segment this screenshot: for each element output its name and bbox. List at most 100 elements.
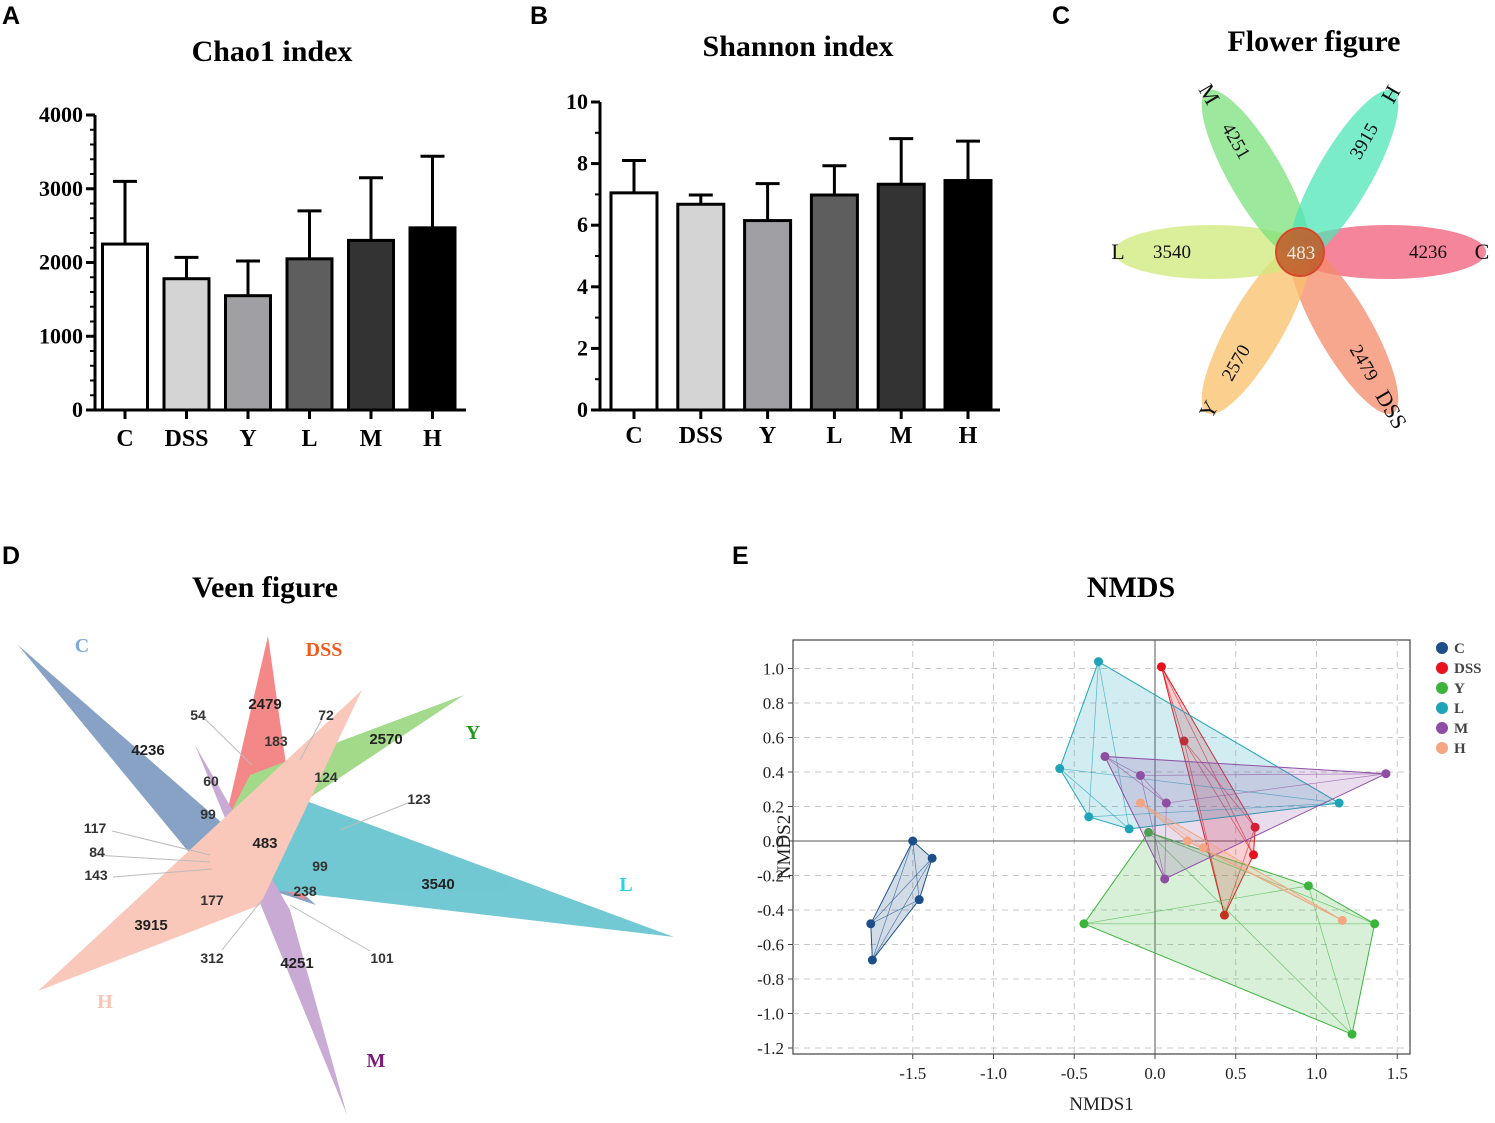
nmds-point-c xyxy=(927,853,937,863)
venn-intersection-count: 117 xyxy=(84,820,107,836)
x-tick-label: -0.5 xyxy=(1061,1064,1088,1083)
nmds-link xyxy=(1104,756,1167,804)
nmds-link xyxy=(1088,816,1130,830)
legend-marker-m xyxy=(1436,722,1448,734)
venn-set-h-shape xyxy=(38,690,362,991)
y-tick-label: 3000 xyxy=(39,176,83,201)
legend-marker-h xyxy=(1436,742,1448,754)
nmds-link xyxy=(1083,832,1149,925)
venn-name-m: M xyxy=(367,1050,386,1072)
venn-intersection-count: 238 xyxy=(293,883,317,899)
nmds-point-c xyxy=(914,895,924,905)
bar-c xyxy=(609,191,659,412)
y-tick-label: 0.8 xyxy=(763,694,784,713)
nmds-point-c xyxy=(867,955,877,965)
flower-petal-shape xyxy=(1289,242,1399,415)
venn-unique-c: 4236 xyxy=(131,742,164,759)
venn-intersection-count: 143 xyxy=(84,867,108,883)
venn-intersection-count: 101 xyxy=(370,950,394,966)
venn-unique-m: 4251 xyxy=(280,955,313,972)
bar-l xyxy=(285,257,334,412)
nmds-link xyxy=(1161,666,1256,828)
x-tick-label: 1.5 xyxy=(1387,1064,1408,1083)
venn-intersection-count: 99 xyxy=(312,858,328,874)
flower-title: Flower figure xyxy=(1227,25,1400,58)
nmds-link xyxy=(1161,666,1185,742)
nmds-link xyxy=(1164,803,1167,879)
nmds-point-y xyxy=(1144,827,1154,837)
nmds-link xyxy=(1166,773,1386,804)
nmds-link xyxy=(1140,802,1188,842)
nmds-link xyxy=(1104,756,1141,776)
venn-unique-dss: 2479 xyxy=(248,696,281,713)
nmds-point-m xyxy=(1135,770,1145,780)
category-label: L xyxy=(826,423,842,449)
nmds-link xyxy=(1203,847,1343,921)
y-tick-label: -1.0 xyxy=(757,1005,784,1024)
venn-name-dss: DSS xyxy=(306,639,343,661)
legend-label: H xyxy=(1454,741,1466,757)
venn-intersection-count: 177 xyxy=(200,892,224,908)
nmds-link xyxy=(1183,740,1225,916)
nmds-link xyxy=(1148,832,1353,1035)
nmds-link xyxy=(1183,740,1256,828)
x-axis-label: NMDS1 xyxy=(1069,1094,1133,1115)
nmds-point-l xyxy=(1124,824,1134,834)
nmds-plot-frame xyxy=(792,639,1411,1055)
nmds-plot-area xyxy=(866,657,1391,1039)
nmds-point-y xyxy=(1370,919,1380,929)
nmds-point-m xyxy=(1381,769,1391,779)
bar-h xyxy=(408,226,457,412)
nmds-title: NMDS xyxy=(1087,571,1175,604)
bar-dss xyxy=(162,277,211,412)
nmds-link xyxy=(1098,661,1130,829)
shannon-title: Shannon index xyxy=(703,30,894,63)
nmds-point-m xyxy=(1160,874,1170,884)
nmds-point-h xyxy=(1135,798,1145,808)
nmds-link xyxy=(872,858,933,961)
x-tick-label: 0.5 xyxy=(1225,1064,1246,1083)
bar-dss xyxy=(676,202,726,412)
y-tick-label: 10 xyxy=(566,89,588,114)
nmds-link xyxy=(1161,666,1254,855)
nmds-link xyxy=(912,840,920,900)
venn-diagram: C DSS Y L M H 4236 2479 2570 3540 4251 3… xyxy=(18,635,674,1115)
y-tick-label: 0.2 xyxy=(763,798,784,817)
x-tick-label: -1.5 xyxy=(899,1064,926,1083)
venn-intersection-count: 183 xyxy=(264,733,288,749)
legend-label: DSS xyxy=(1454,661,1482,677)
nmds-link xyxy=(1059,768,1090,818)
legend-marker-y xyxy=(1436,682,1448,694)
y-tick-label: 1000 xyxy=(39,323,83,348)
nmds-link xyxy=(870,899,920,925)
nmds-link xyxy=(1253,827,1256,855)
panel-label-c: C xyxy=(1052,2,1070,30)
y-tick-label: 6 xyxy=(577,212,588,237)
nmds-point-l xyxy=(1055,764,1065,774)
nmds-link xyxy=(870,840,914,924)
legend-label: M xyxy=(1454,721,1468,737)
legend-label: C xyxy=(1454,641,1465,657)
nmds-link xyxy=(1083,923,1353,1035)
nmds-link xyxy=(1224,854,1254,916)
bar-c xyxy=(101,242,149,412)
flower-core-circle xyxy=(1275,227,1325,277)
nmds-series-dss xyxy=(1156,662,1260,920)
y-tick-label: 0 xyxy=(72,397,83,422)
nmds-link xyxy=(918,858,933,900)
category-label: Y xyxy=(239,426,256,452)
panel-label-e: E xyxy=(732,542,749,570)
category-label: H xyxy=(423,426,442,452)
nmds-link xyxy=(1140,802,1204,849)
nmds-link xyxy=(1104,756,1166,880)
nmds-link xyxy=(1140,775,1166,880)
category-label: L xyxy=(301,426,317,452)
flower-petal-l xyxy=(1114,225,1310,279)
y-tick-label: 0 xyxy=(577,397,588,422)
bar-m xyxy=(347,238,395,412)
nmds-point-c xyxy=(866,919,876,929)
category-label: DSS xyxy=(679,423,723,449)
venn-unique-h: 3915 xyxy=(134,917,167,934)
nmds-point-m xyxy=(1161,798,1171,808)
